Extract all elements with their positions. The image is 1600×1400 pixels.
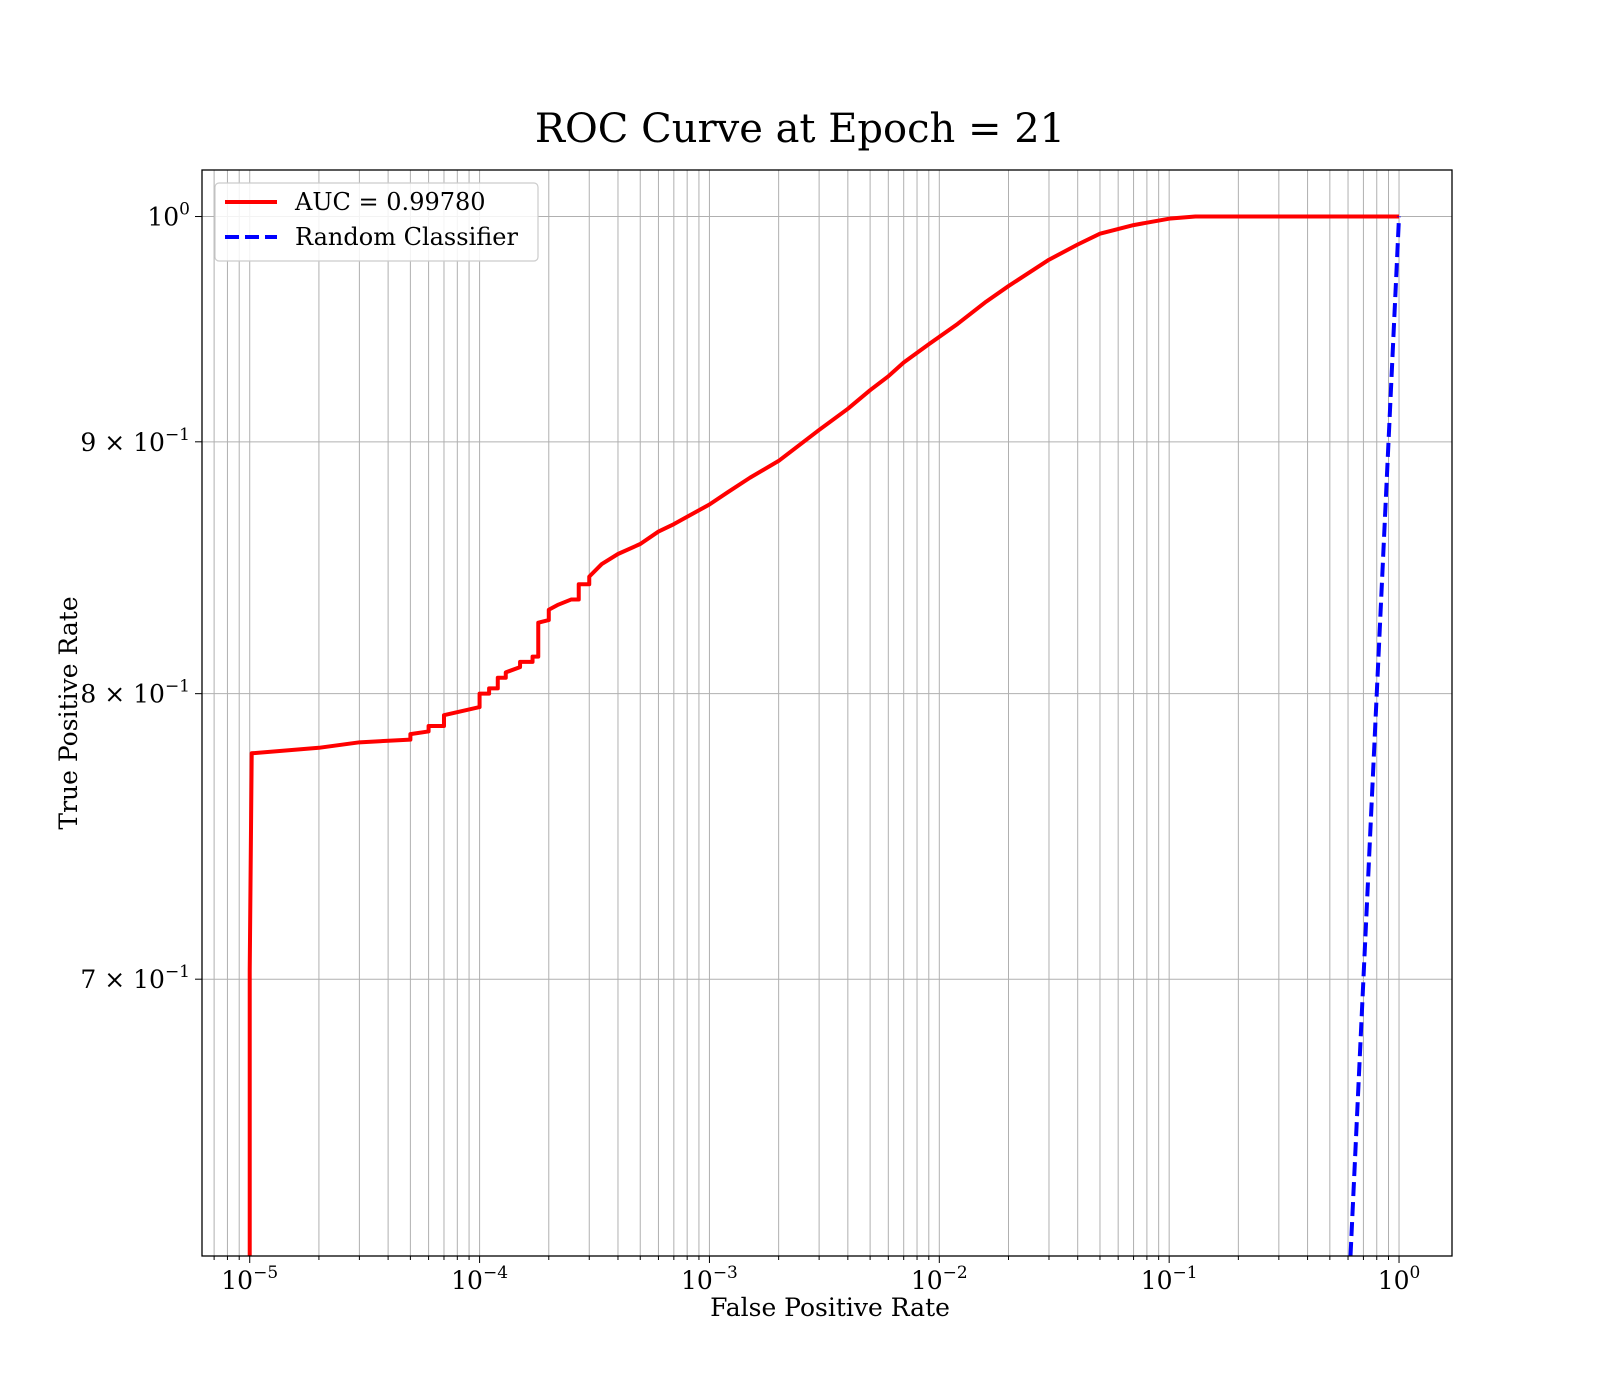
- x-tick-label: 10−2: [911, 1263, 968, 1295]
- grid-layer: [202, 170, 1452, 1256]
- x-tick-label: 10−3: [681, 1263, 738, 1295]
- series-line-1: [1348, 216, 1402, 1256]
- y-tick-label: 100: [147, 200, 190, 232]
- chart-title: ROC Curve at Epoch = 21: [535, 106, 1065, 152]
- y-tick-label: 9 × 10−1: [80, 425, 190, 457]
- x-tick-label: 100: [1378, 1263, 1421, 1295]
- x-axis-label: False Positive Rate: [710, 1293, 950, 1322]
- series-layer: [247, 214, 1402, 1256]
- legend-label-random: Random Classifier: [295, 223, 518, 251]
- x-tick-label: 10−1: [1141, 1263, 1198, 1295]
- y-tick-label: 8 × 10−1: [80, 677, 190, 709]
- legend-label-auc: AUC = 0.99780: [294, 188, 486, 216]
- y-axis-ticks: 7 × 10−1 8 × 10−1 9 × 10−1 100: [80, 200, 202, 994]
- y-tick-label: 7 × 10−1: [80, 962, 190, 994]
- legend: AUC = 0.99780 Random Classifier: [214, 182, 539, 262]
- x-axis-ticks: 10−5 10−4 10−3 10−2 10−1 100: [213, 1256, 1421, 1295]
- y-axis-label: True Positive Rate: [54, 596, 83, 829]
- x-tick-label: 10−5: [221, 1263, 278, 1295]
- series-line-0: [247, 214, 1400, 1256]
- plot-frame: [201, 169, 1453, 1257]
- x-tick-label: 10−4: [451, 1263, 508, 1295]
- legend-box: [214, 182, 539, 262]
